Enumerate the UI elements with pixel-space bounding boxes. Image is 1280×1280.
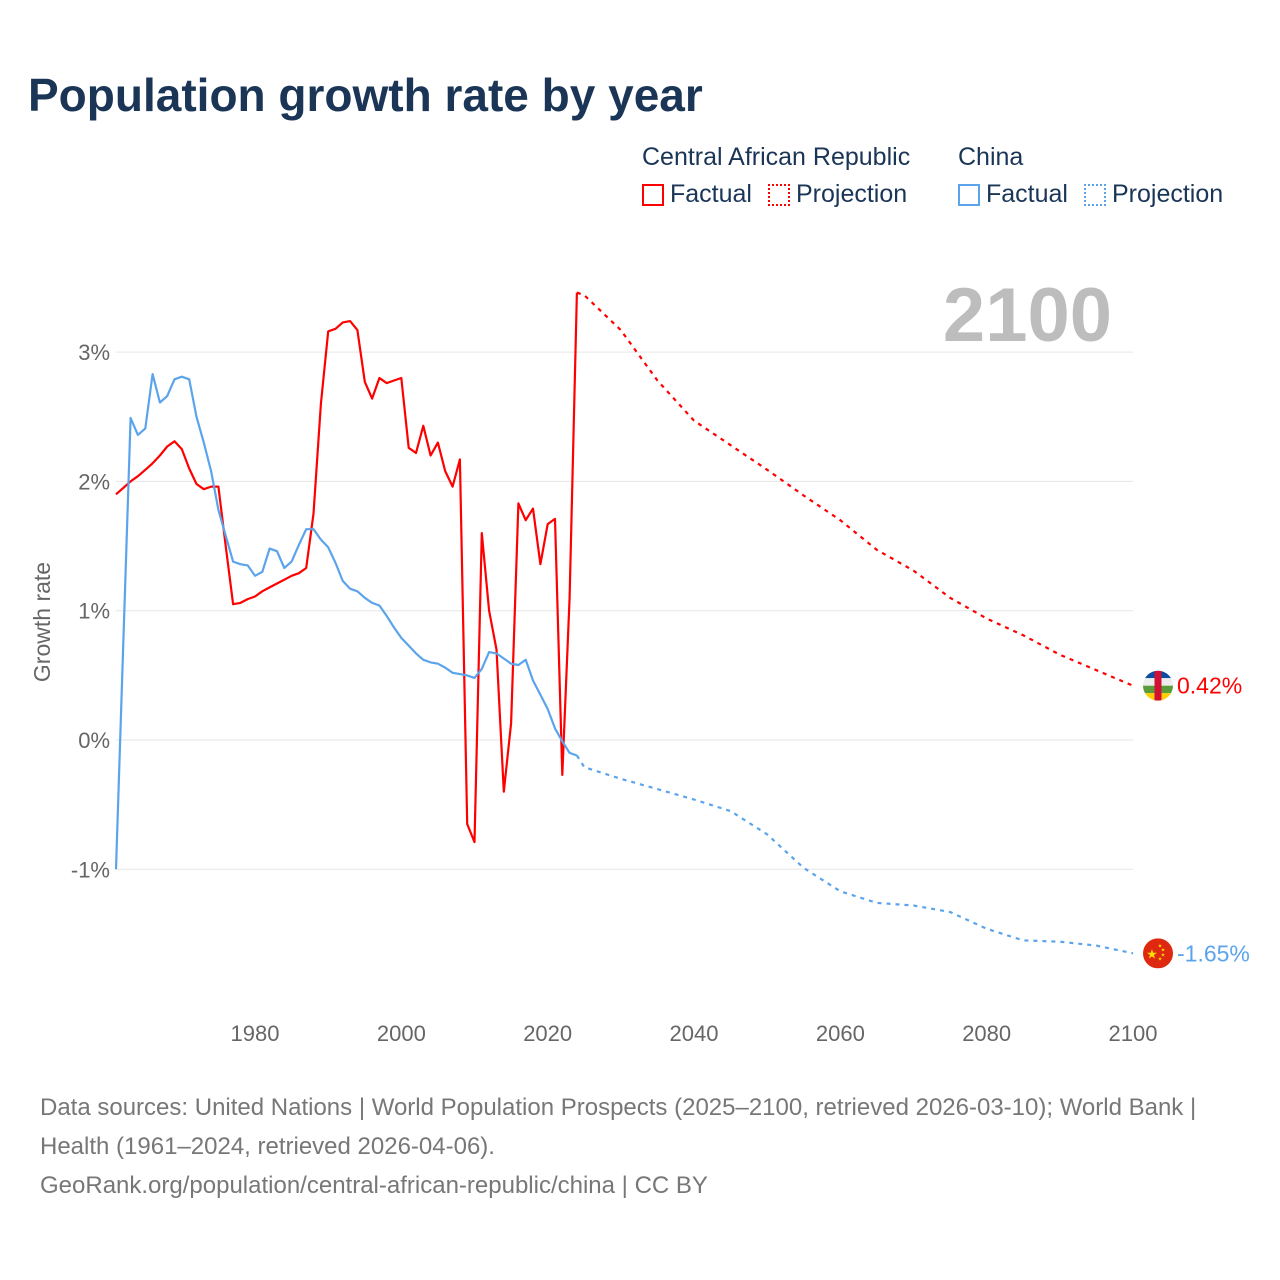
- svg-text:★: ★: [1158, 956, 1163, 962]
- china-flag-icon: ★ ★★★★: [1143, 938, 1173, 969]
- x-tick-label: 2080: [962, 1021, 1011, 1046]
- legend-car-projection[interactable]: Projection: [767, 180, 908, 209]
- legend-group-china: China Factual Projection: [958, 143, 1223, 209]
- y-tick-label: 1%: [78, 599, 110, 624]
- x-tick-label: 1980: [231, 1021, 280, 1046]
- y-axis-label: Growth rate: [29, 562, 55, 682]
- data-sources: Data sources: United Nations | World Pop…: [40, 1094, 1197, 1160]
- svg-text:★: ★: [1161, 947, 1166, 953]
- x-tick-label: 2100: [1109, 1021, 1158, 1046]
- y-tick-label: 3%: [78, 340, 110, 365]
- legend-heading: Central African Republic: [642, 143, 911, 171]
- legend-china-factual[interactable]: Factual: [958, 180, 1068, 209]
- current-year-watermark: 2100: [942, 273, 1112, 358]
- x-tick-label: 2020: [523, 1021, 572, 1046]
- legend-group-car: Central African Republic Factual Project…: [642, 143, 910, 209]
- legend-heading: China: [958, 143, 1024, 171]
- legend-swatch: [642, 183, 664, 206]
- x-tick-label: 2060: [816, 1021, 865, 1046]
- series-line-car-solid: [115, 292, 578, 844]
- y-tick-label: 0%: [78, 728, 110, 753]
- svg-text:★: ★: [1161, 952, 1166, 958]
- y-tick-label: -1%: [71, 857, 110, 882]
- x-tick-label: 2000: [377, 1021, 426, 1046]
- legend-car-factual[interactable]: Factual: [642, 180, 752, 209]
- chart-title: Population growth rate by year: [28, 69, 703, 121]
- central-african-republic-flag-icon: [1143, 670, 1173, 701]
- legend-label: Factual: [986, 180, 1068, 208]
- series-line-china-dotted: [575, 754, 1134, 955]
- legend-swatch: [767, 183, 790, 206]
- legend-swatch: [1083, 183, 1106, 206]
- footer: Data sources: United Nations | World Pop…: [40, 1088, 1240, 1205]
- legend-label: Projection: [1111, 180, 1224, 208]
- end-value-label-china: -1.65%: [1177, 940, 1250, 966]
- y-tick-label: 2%: [78, 469, 110, 494]
- legend-label: Factual: [670, 180, 752, 208]
- svg-text:★: ★: [1146, 946, 1158, 961]
- svg-text:★: ★: [1158, 943, 1163, 949]
- x-tick-label: 2040: [670, 1021, 719, 1046]
- series-line-china-solid: [114, 373, 578, 870]
- legend-label: Projection: [795, 180, 908, 208]
- legend-china-projection[interactable]: Projection: [1083, 180, 1224, 209]
- legend-swatch: [958, 183, 980, 206]
- series-line-car-dotted: [576, 291, 1134, 687]
- source-link[interactable]: GeoRank.org/population/central-african-r…: [40, 1172, 708, 1199]
- end-value-label-car: 0.42%: [1177, 673, 1242, 699]
